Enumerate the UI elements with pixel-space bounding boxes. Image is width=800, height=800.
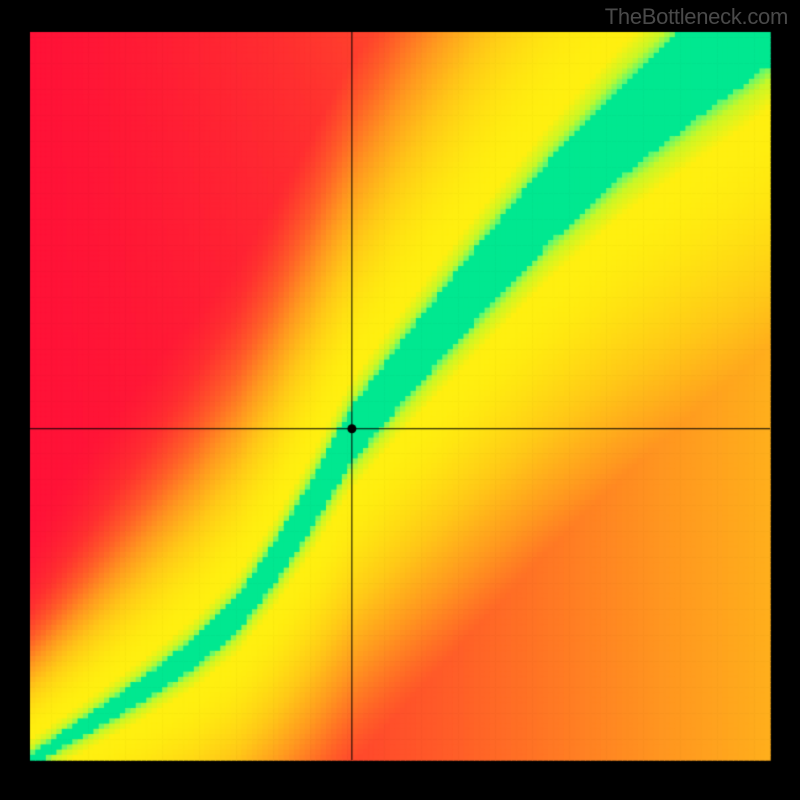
watermark-text: TheBottleneck.com xyxy=(605,4,788,30)
chart-container: TheBottleneck.com xyxy=(0,0,800,800)
heatmap-canvas xyxy=(0,0,800,800)
